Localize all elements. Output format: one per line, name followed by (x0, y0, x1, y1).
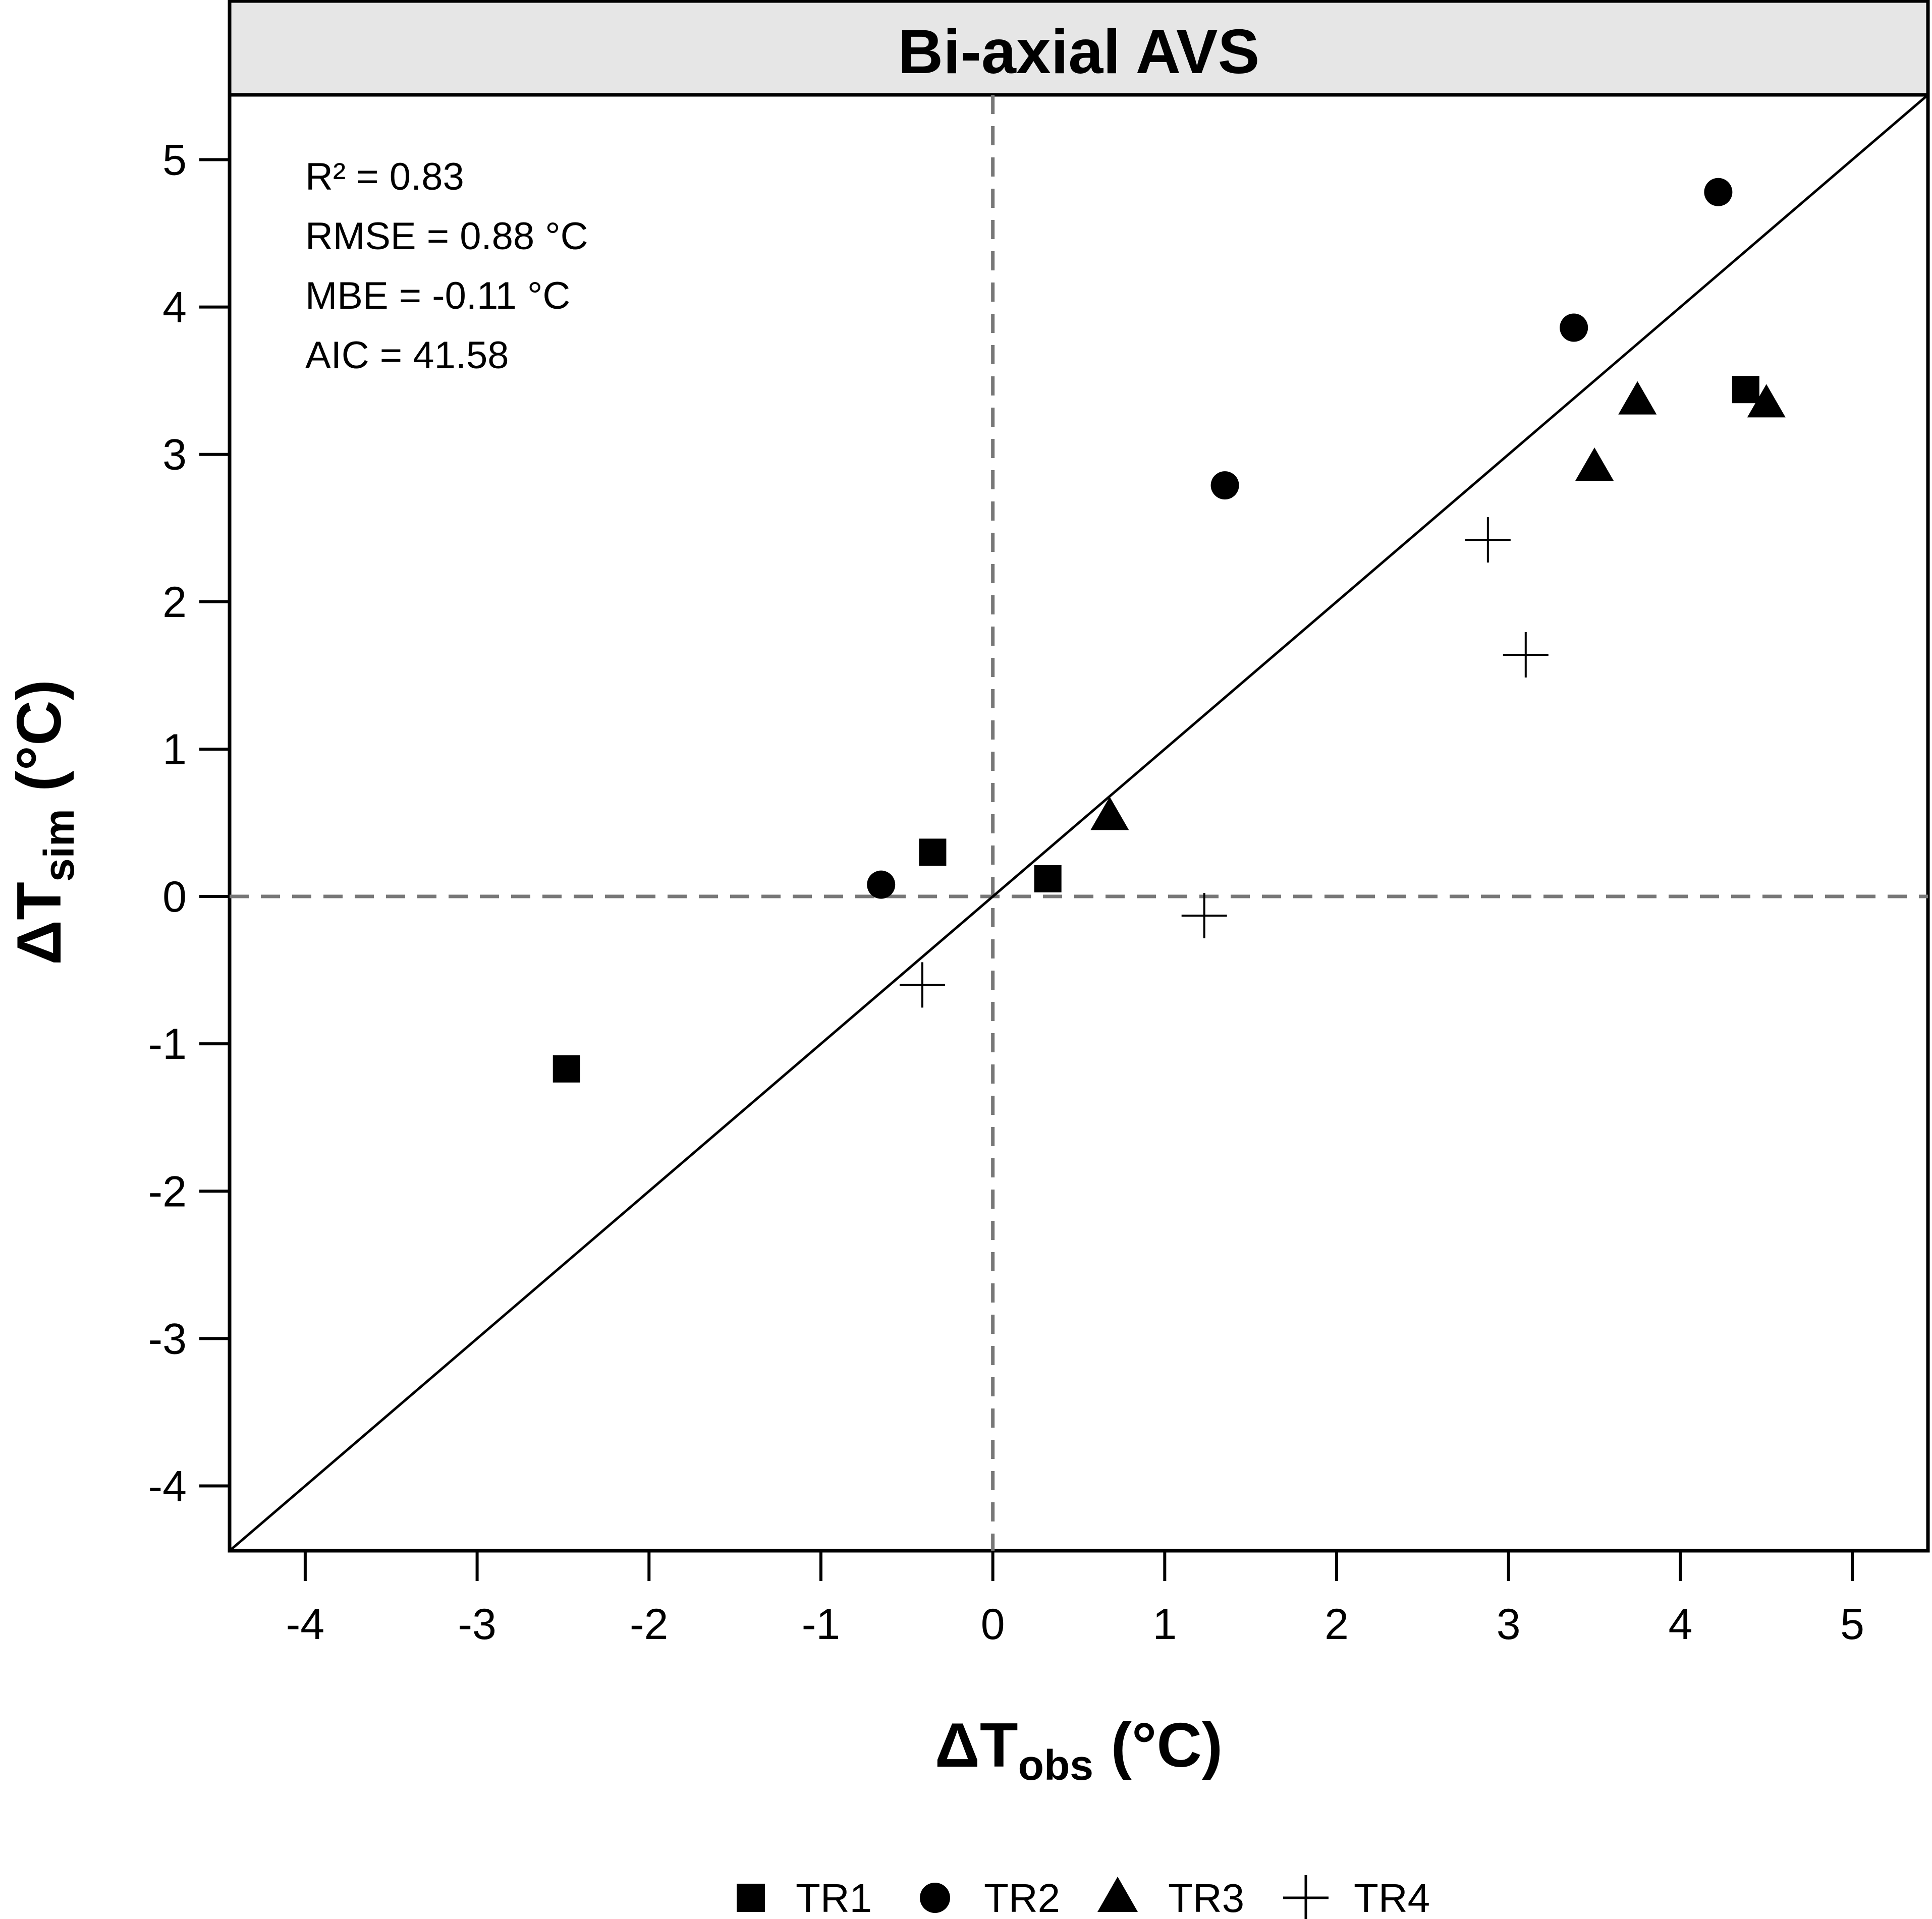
x-tick-label: -1 (802, 1600, 840, 1649)
tr2-point (1210, 471, 1239, 500)
x-tick-label: -3 (458, 1600, 496, 1649)
legend-tr3-label: TR3 (1168, 1876, 1244, 1919)
y-tick-label: -3 (148, 1315, 187, 1363)
y-tick-label: 1 (162, 725, 187, 774)
tr2-point (1704, 178, 1733, 206)
tr2-point (867, 870, 896, 899)
x-tick-label: 1 (1152, 1600, 1177, 1649)
tr3-point (1575, 447, 1614, 481)
legend: TR1 TR2 TR3 TR4 (737, 1875, 1430, 1919)
x-tick-label: 2 (1324, 1600, 1349, 1649)
x-tick-label: 0 (981, 1600, 1005, 1649)
legend-tr4-marker (1283, 1875, 1329, 1919)
one-to-one-line (229, 94, 1929, 1552)
x-tick-label: -4 (286, 1600, 324, 1649)
y-axis-title-sub: sim (35, 809, 83, 882)
x-tick-label: 5 (1840, 1600, 1864, 1649)
legend-tr2-marker (920, 1883, 950, 1913)
chart-title: Bi-axial AVS (898, 17, 1260, 87)
legend-tr1-marker (737, 1884, 765, 1912)
zero-reference-lines (230, 95, 1928, 1551)
title-strip (228, 0, 1930, 97)
stat-r2: R² = 0.83 (305, 155, 464, 198)
y-axis: -4 -3 -2 -1 0 1 2 3 4 5 (148, 136, 230, 1510)
y-axis-title-prefix: ΔT (5, 882, 74, 965)
y-tick-label: -1 (148, 1020, 187, 1068)
y-tick-label: 4 (162, 284, 187, 332)
tr1-point (1034, 865, 1062, 892)
y-axis-title-suffix: (°C) (5, 680, 74, 809)
x-axis-title-prefix: ΔT (935, 1711, 1018, 1780)
y-tick-label: 5 (162, 136, 187, 185)
tr4-point (1503, 632, 1549, 678)
y-tick-label: -2 (148, 1167, 187, 1216)
data-points (553, 178, 1786, 1083)
legend-tr3-marker (1097, 1877, 1138, 1912)
y-tick-label: 0 (162, 873, 187, 921)
tr2-point (1560, 313, 1588, 342)
tr4-point (1181, 893, 1227, 939)
x-axis-title-sub: obs (1018, 1741, 1093, 1789)
stat-aic: AIC = 41.58 (305, 334, 509, 377)
legend-tr4-label: TR4 (1354, 1876, 1430, 1919)
tr1-point (919, 838, 947, 866)
stat-rmse: RMSE = 0.88 °C (305, 215, 588, 258)
stat-mbe: MBE = -0.11 °C (305, 274, 570, 317)
tr3-point (1090, 797, 1129, 830)
x-axis-title: ΔTobs (°C) (935, 1711, 1223, 1789)
x-tick-label: 4 (1668, 1600, 1692, 1649)
x-axis-title-suffix: (°C) (1093, 1711, 1223, 1780)
tr3-point (1747, 384, 1786, 418)
y-tick-label: 2 (162, 578, 187, 627)
tr1-point (1732, 376, 1759, 404)
y-tick-label: 3 (162, 431, 187, 479)
legend-tr1-label: TR1 (796, 1876, 872, 1919)
legend-tr2-label: TR2 (984, 1876, 1060, 1919)
y-tick-label: -4 (148, 1462, 187, 1510)
tr4-point (1465, 517, 1511, 563)
x-tick-label: -2 (630, 1600, 668, 1649)
tr4-point (899, 962, 945, 1008)
y-axis-title: ΔTsim (°C) (5, 680, 83, 965)
x-tick-label: 3 (1497, 1600, 1521, 1649)
tr1-point (553, 1055, 580, 1083)
stats-annotation: R² = 0.83 RMSE = 0.88 °C MBE = -0.11 °C … (305, 155, 588, 377)
x-axis: -4 -3 -2 -1 0 1 2 3 4 5 (286, 1551, 1864, 1649)
tr3-point (1618, 381, 1657, 415)
one-to-one-reference-line (229, 94, 1929, 1552)
